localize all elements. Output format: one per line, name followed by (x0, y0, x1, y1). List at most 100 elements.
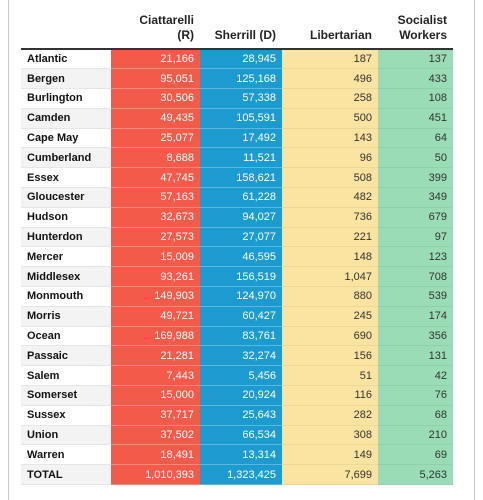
sherrill-cell: 83,761 (200, 326, 282, 347)
table-row: Sussex 37,717 25,643 282 68 (21, 405, 453, 426)
socialist-workers-cell: 50 (378, 147, 453, 169)
header-ciattarelli-line1: Ciattarelli (139, 13, 194, 27)
total-row: TOTAL 1,010,393 1,323,425 7,699 5,263 (21, 464, 453, 486)
socialist-workers-cell: 69 (378, 444, 453, 466)
ciattarelli-cell: 47,745 (111, 167, 200, 189)
libertarian-cell: 116 (282, 385, 378, 406)
county-cell: Cumberland (21, 147, 111, 169)
sherrill-cell: 1,323,425 (200, 464, 282, 486)
socialist-workers-cell: 68 (378, 405, 453, 426)
libertarian-cell: 7,699 (282, 464, 378, 486)
table-body: Atlantic 21,166 28,945 187 137 Bergen 95,051 12… (21, 49, 453, 486)
county-cell: Somerset (21, 385, 111, 406)
ciattarelli-cell: 93,261 (111, 266, 200, 288)
sherrill-cell: 46,595 (200, 246, 282, 268)
sherrill-cell: 13,314 (200, 444, 282, 466)
header-county (21, 12, 111, 50)
ciattarelli-cell: 37,502 (111, 425, 200, 446)
socialist-workers-cell: 5,263 (378, 464, 453, 486)
libertarian-cell: 149 (282, 444, 378, 466)
socialist-workers-cell: 679 (378, 207, 453, 228)
county-cell: Camden (21, 108, 111, 129)
socialist-workers-cell: 451 (378, 108, 453, 129)
ciattarelli-cell: 15,000 (111, 385, 200, 406)
libertarian-cell: 496 (282, 68, 378, 90)
table-row: Monmouth 149,903 124,970 880 539 (21, 286, 453, 307)
county-cell: TOTAL (21, 464, 111, 486)
sherrill-cell: 57,338 (200, 88, 282, 109)
county-cell: Ocean (21, 326, 111, 347)
table-row: Cumberland 8,688 11,521 96 50 (21, 147, 453, 169)
socialist-workers-cell: 356 (378, 326, 453, 347)
county-cell: Atlantic (21, 49, 111, 70)
county-cell: Bergen (21, 68, 111, 90)
county-cell: Union (21, 425, 111, 446)
libertarian-cell: 308 (282, 425, 378, 446)
table-row: Mercer 15,009 46,595 148 123 (21, 246, 453, 268)
sherrill-cell: 32,274 (200, 345, 282, 367)
libertarian-cell: 500 (282, 108, 378, 129)
table-row: Hudson 32,673 94,027 736 679 (21, 207, 453, 228)
header-ciattarelli-line2: (R) (177, 28, 194, 42)
libertarian-cell: 1,047 (282, 266, 378, 288)
ciattarelli-cell: 1,010,393 (111, 464, 200, 486)
county-cell: Burlington (21, 88, 111, 109)
sherrill-cell: 158,621 (200, 167, 282, 189)
socialist-workers-cell: 64 (378, 128, 453, 149)
libertarian-cell: 258 (282, 88, 378, 109)
table-row: Bergen 95,051 125,168 496 433 (21, 68, 453, 90)
ciattarelli-cell: 49,435 (111, 108, 200, 129)
libertarian-cell: 482 (282, 187, 378, 208)
libertarian-cell: 187 (282, 49, 378, 70)
socialist-workers-cell: 349 (378, 187, 453, 208)
county-cell: Cape May (21, 128, 111, 149)
sherrill-cell: 105,591 (200, 108, 282, 129)
county-cell: Mercer (21, 246, 111, 268)
ciattarelli-cell: 27,573 (111, 227, 200, 248)
libertarian-cell: 245 (282, 306, 378, 327)
socialist-workers-cell: 108 (378, 88, 453, 109)
header-sherrill-label: Sherrill (D) (214, 28, 276, 42)
ciattarelli-cell: 18,491 (111, 444, 200, 466)
county-cell: Warren (21, 444, 111, 466)
county-cell: Salem (21, 365, 111, 387)
table-row: Warren 18,491 13,314 149 69 (21, 444, 453, 466)
sherrill-cell: 27,077 (200, 227, 282, 248)
libertarian-cell: 880 (282, 286, 378, 307)
sherrill-cell: 20,924 (200, 385, 282, 406)
header-row: Ciattarelli (R) Sherrill (D) Libertarian … (21, 12, 453, 50)
socialist-workers-cell: 131 (378, 345, 453, 367)
table-row: Somerset 15,000 20,924 116 76 (21, 385, 453, 406)
table-row: Gloucester 57,163 61,228 482 349 (21, 187, 453, 208)
socialist-workers-cell: 399 (378, 167, 453, 189)
ciattarelli-cell: 15,009 (111, 246, 200, 268)
county-cell: Gloucester (21, 187, 111, 208)
table-row: Burlington 30,506 57,338 258 108 (21, 88, 453, 109)
table-row: Salem 7,443 5,456 51 42 (21, 365, 453, 387)
table-row: Middlesex 93,261 156,519 1,047 708 (21, 266, 453, 288)
ciattarelli-cell: 21,281 (111, 345, 200, 367)
sherrill-cell: 125,168 (200, 68, 282, 90)
header-socialist-line2: Workers (399, 28, 447, 42)
ciattarelli-cell: 37,717 (111, 405, 200, 426)
libertarian-cell: 282 (282, 405, 378, 426)
table-row: Union 37,502 66,534 308 210 (21, 425, 453, 446)
sherrill-cell: 28,945 (200, 49, 282, 70)
county-cell: Middlesex (21, 266, 111, 288)
ciattarelli-cell: 49,721 (111, 306, 200, 327)
county-cell: Essex (21, 167, 111, 189)
socialist-workers-cell: 97 (378, 227, 453, 248)
libertarian-cell: 156 (282, 345, 378, 367)
libertarian-cell: 51 (282, 365, 378, 387)
election-results-table: Ciattarelli (R) Sherrill (D) Libertarian … (21, 12, 453, 486)
table-row: Cape May 25,077 17,492 143 64 (21, 128, 453, 149)
sherrill-cell: 5,456 (200, 365, 282, 387)
header-socialist-line1: Socialist (397, 13, 447, 27)
libertarian-cell: 148 (282, 246, 378, 268)
libertarian-cell: 736 (282, 207, 378, 228)
ciattarelli-cell: 32,673 (111, 207, 200, 228)
table-row: Atlantic 21,166 28,945 187 137 (21, 49, 453, 70)
ciattarelli-cell: 7,443 (111, 365, 200, 387)
ciattarelli-cell: 57,163 (111, 187, 200, 208)
table-row: Camden 49,435 105,591 500 451 (21, 108, 453, 129)
